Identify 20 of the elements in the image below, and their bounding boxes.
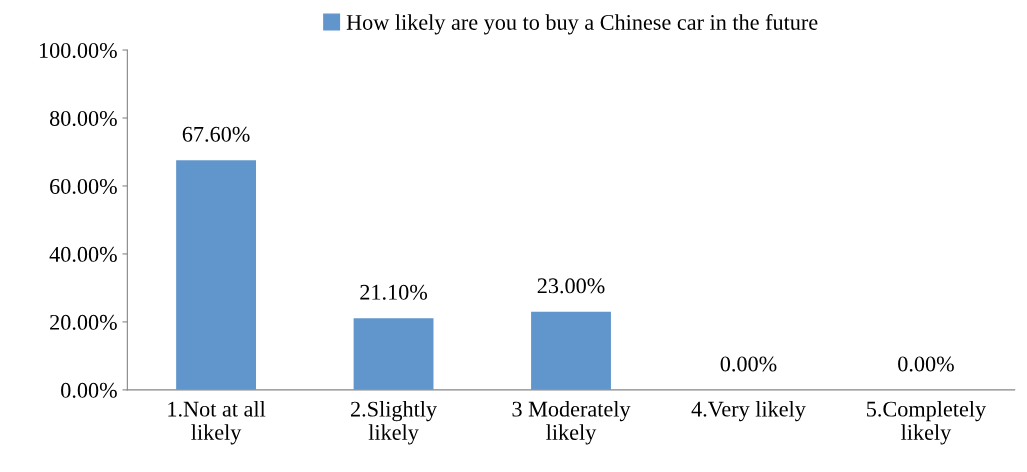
- bar: [353, 318, 434, 390]
- data-label: 0.00%: [898, 356, 954, 372]
- bar: [176, 160, 257, 390]
- x-tick-label: 2.Slightly likely: [351, 400, 437, 445]
- y-tick-label: 0.00%: [61, 382, 117, 398]
- data-label: 23.00%: [537, 278, 605, 294]
- x-tick-label: 4.Very likely: [691, 400, 806, 422]
- y-tick-label: 80.00%: [49, 110, 117, 127]
- y-tick-label: 60.00%: [50, 178, 117, 194]
- data-label: 21.10%: [360, 284, 428, 300]
- y-tick-label: 20.00%: [50, 314, 117, 330]
- legend-label: How likely are you to buy a Chinese car in the future: [346, 14, 818, 35]
- bar: [531, 311, 611, 390]
- y-tick-label: 40.00%: [49, 246, 117, 262]
- x-tick-label: 3 Moderately likely: [512, 400, 631, 445]
- x-tick-label: 1.Not at all likely: [168, 400, 266, 445]
- y-tick-label: 100.00%: [39, 42, 117, 59]
- data-label: 0.00%: [720, 356, 777, 372]
- data-label: 67.60%: [182, 126, 250, 142]
- x-tick-label: 5.Completely likely: [867, 400, 987, 445]
